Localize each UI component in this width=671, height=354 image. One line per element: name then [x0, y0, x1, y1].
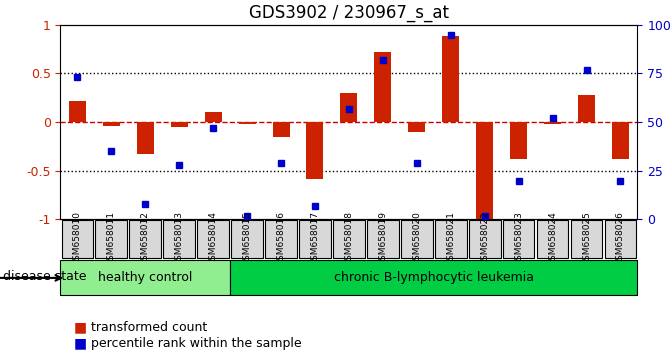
- Text: transformed count: transformed count: [91, 321, 207, 334]
- Bar: [205, 113, 221, 122]
- Text: healthy control: healthy control: [98, 272, 193, 284]
- FancyBboxPatch shape: [231, 220, 263, 258]
- Text: GSM658010: GSM658010: [73, 211, 82, 267]
- FancyBboxPatch shape: [333, 220, 365, 258]
- Text: percentile rank within the sample: percentile rank within the sample: [91, 337, 301, 350]
- Bar: [340, 93, 358, 122]
- Text: GSM658022: GSM658022: [480, 212, 489, 266]
- Text: GSM658011: GSM658011: [107, 211, 116, 267]
- Text: GSM658021: GSM658021: [446, 211, 455, 267]
- Text: GSM658014: GSM658014: [209, 211, 217, 267]
- Text: GSM658015: GSM658015: [243, 211, 252, 267]
- Bar: [510, 122, 527, 159]
- Text: GSM658018: GSM658018: [344, 211, 354, 267]
- Bar: [476, 122, 493, 219]
- Bar: [374, 52, 391, 122]
- FancyBboxPatch shape: [503, 220, 535, 258]
- Bar: [612, 122, 629, 159]
- Text: disease state: disease state: [3, 270, 87, 282]
- Text: GSM658019: GSM658019: [378, 211, 387, 267]
- Bar: [409, 122, 425, 132]
- Title: GDS3902 / 230967_s_at: GDS3902 / 230967_s_at: [249, 4, 449, 22]
- FancyBboxPatch shape: [571, 220, 603, 258]
- Text: GSM658016: GSM658016: [276, 211, 286, 267]
- Bar: [137, 122, 154, 154]
- FancyBboxPatch shape: [299, 220, 331, 258]
- Text: ■: ■: [74, 320, 87, 335]
- FancyBboxPatch shape: [401, 220, 433, 258]
- FancyBboxPatch shape: [605, 220, 636, 258]
- FancyBboxPatch shape: [265, 220, 297, 258]
- Text: GSM658020: GSM658020: [412, 211, 421, 267]
- FancyBboxPatch shape: [60, 261, 230, 295]
- FancyBboxPatch shape: [230, 261, 637, 295]
- FancyBboxPatch shape: [95, 220, 127, 258]
- FancyBboxPatch shape: [130, 220, 161, 258]
- Bar: [239, 122, 256, 124]
- Bar: [578, 95, 595, 122]
- FancyBboxPatch shape: [367, 220, 399, 258]
- Text: GSM658012: GSM658012: [141, 211, 150, 267]
- Text: GSM658023: GSM658023: [514, 211, 523, 267]
- Bar: [307, 122, 323, 178]
- FancyBboxPatch shape: [62, 220, 93, 258]
- Bar: [170, 122, 188, 127]
- FancyBboxPatch shape: [197, 220, 229, 258]
- Text: GSM658013: GSM658013: [174, 211, 184, 267]
- Bar: [544, 122, 561, 124]
- FancyBboxPatch shape: [163, 220, 195, 258]
- Bar: [272, 122, 289, 137]
- FancyBboxPatch shape: [537, 220, 568, 258]
- Text: GSM658017: GSM658017: [311, 211, 319, 267]
- FancyBboxPatch shape: [435, 220, 466, 258]
- Text: GSM658025: GSM658025: [582, 211, 591, 267]
- Text: chronic B-lymphocytic leukemia: chronic B-lymphocytic leukemia: [333, 272, 534, 284]
- Text: GSM658026: GSM658026: [616, 211, 625, 267]
- Bar: [103, 122, 120, 126]
- Bar: [69, 101, 86, 122]
- Text: GSM658024: GSM658024: [548, 212, 557, 266]
- Text: ■: ■: [74, 336, 87, 350]
- Bar: [442, 36, 459, 122]
- FancyBboxPatch shape: [469, 220, 501, 258]
